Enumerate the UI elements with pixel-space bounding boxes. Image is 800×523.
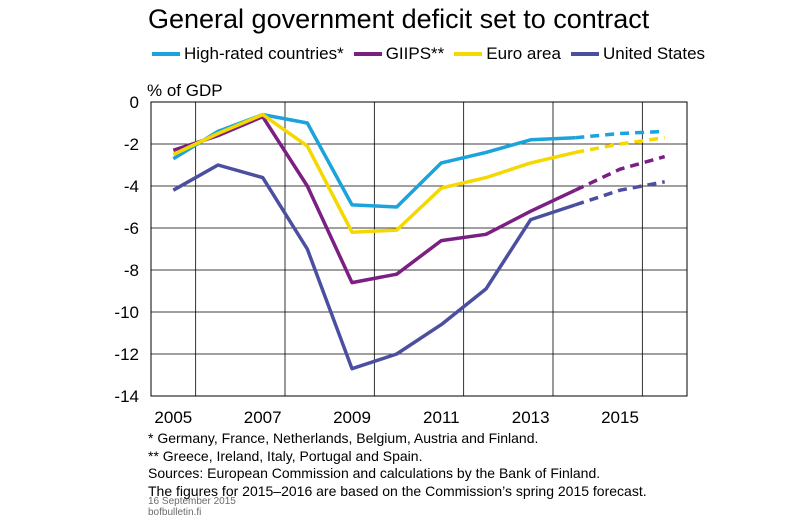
chart-title: General government deficit set to contra… bbox=[148, 4, 650, 34]
footnote-giips: ** Greece, Ireland, Italy, Portugal and … bbox=[148, 447, 423, 464]
y-tick-label: -14 bbox=[114, 387, 139, 406]
y-tick-label: 0 bbox=[130, 93, 139, 112]
legend-label-giips: GIIPS** bbox=[385, 44, 445, 63]
series-forecast-0 bbox=[575, 129, 665, 140]
y-axis-label: % of GDP bbox=[147, 81, 223, 100]
series-forecast-1 bbox=[574, 154, 666, 192]
legend-item-euro-area: Euro area bbox=[454, 44, 561, 64]
y-axis-ticks: 0 -2 -4 -6 -8 -10 -12 -14 bbox=[114, 93, 139, 406]
publication-stamp: 16 September 2015 bofbulletin.fi bbox=[148, 496, 236, 518]
footnote-high-rated: * Germany, France, Netherlands, Belgium,… bbox=[148, 430, 539, 446]
y-tick-label: -2 bbox=[124, 135, 139, 154]
legend-label-united-states: United States bbox=[602, 44, 706, 63]
x-tick-label: 2007 bbox=[244, 408, 282, 427]
x-tick-label: 2013 bbox=[512, 408, 550, 427]
x-tick-label: 2015 bbox=[601, 408, 639, 427]
x-axis-ticks: 2005 2007 2009 2011 2013 2015 bbox=[154, 408, 638, 427]
series-forecast-2 bbox=[574, 135, 665, 155]
legend-label-high-rated: High-rated countries* bbox=[184, 44, 344, 63]
y-tick-label: -8 bbox=[124, 261, 139, 280]
legend-item-united-states: United States bbox=[570, 44, 706, 64]
publication-site: bofbulletin.fi bbox=[148, 507, 202, 518]
series-lines bbox=[172, 112, 666, 371]
y-tick-label: -6 bbox=[124, 219, 139, 238]
footnote-forecast: The figures for 2015–2016 are based on t… bbox=[148, 482, 647, 499]
line-chart: 0-2-4-6-8-10-12-14 2005 2007 2009 2011 2013 2… bbox=[114, 81, 688, 427]
y-tick-label: -12 bbox=[114, 345, 139, 364]
x-tick-label: 2005 bbox=[154, 408, 192, 427]
publication-date: 16 September 2015 bbox=[148, 496, 236, 507]
legend-swatch-giips bbox=[353, 52, 382, 56]
footnotes: * Germany, France, Netherlands, Belgium,… bbox=[148, 430, 647, 500]
legend-swatch-united-states bbox=[570, 52, 599, 56]
series-line-2 bbox=[172, 112, 576, 234]
series-line-1 bbox=[172, 114, 577, 285]
y-tick-label: -10 bbox=[114, 303, 139, 322]
x-tick-label: 2011 bbox=[423, 408, 460, 427]
plot-frame bbox=[150, 101, 688, 397]
legend-swatch-high-rated bbox=[152, 52, 180, 56]
legend-swatch-euro-area bbox=[454, 52, 483, 56]
legend-label-euro-area: Euro area bbox=[486, 44, 561, 63]
y-tick-label: -4 bbox=[124, 177, 139, 196]
legend-item-giips: GIIPS** bbox=[353, 44, 445, 64]
legend: High-rated countries* GIIPS** Euro area … bbox=[152, 44, 715, 64]
series-line-3 bbox=[172, 163, 576, 371]
legend-item-high-rated: High-rated countries* bbox=[152, 44, 344, 64]
x-tick-label: 2009 bbox=[333, 408, 371, 427]
footnote-sources: Sources: European Commission and calcula… bbox=[148, 465, 601, 481]
series-forecast-3 bbox=[574, 180, 666, 207]
